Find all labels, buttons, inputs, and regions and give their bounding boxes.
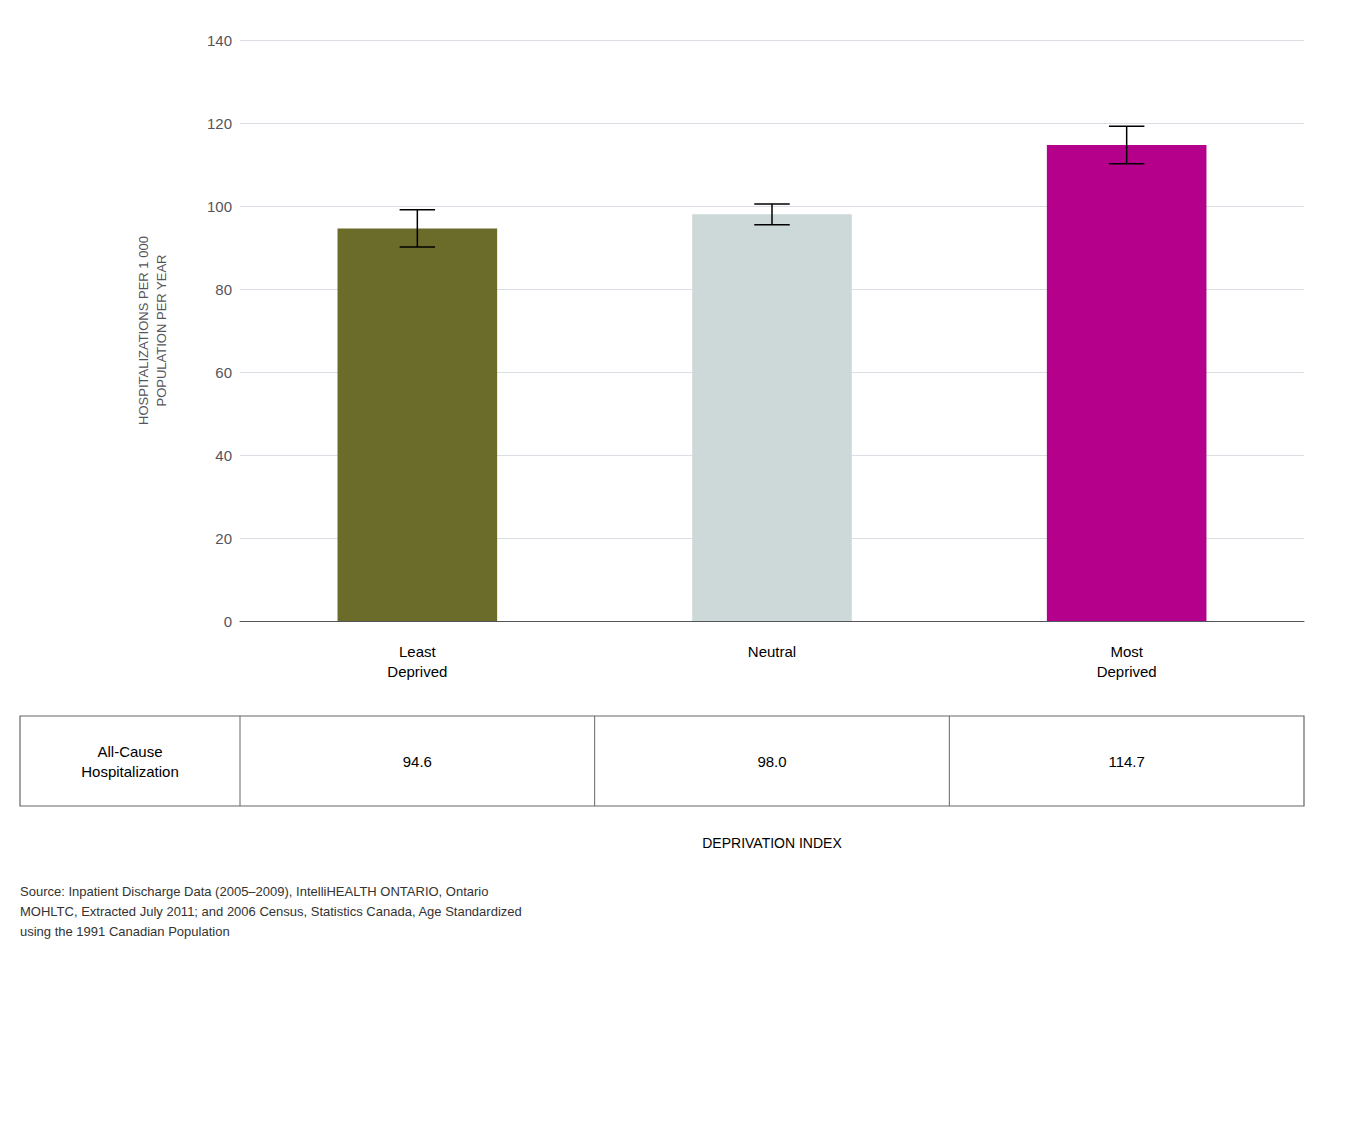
svg-text:using the 1991 Canadian Popula: using the 1991 Canadian Population bbox=[20, 924, 230, 939]
svg-text:98.0: 98.0 bbox=[757, 753, 786, 770]
svg-text:114.7: 114.7 bbox=[1108, 753, 1144, 770]
svg-text:DEPRIVATION INDEX: DEPRIVATION INDEX bbox=[702, 835, 842, 851]
svg-text:140: 140 bbox=[207, 32, 232, 49]
svg-text:100: 100 bbox=[207, 198, 232, 215]
svg-text:Hospitalization: Hospitalization bbox=[81, 763, 179, 780]
svg-text:Deprived: Deprived bbox=[387, 663, 447, 680]
svg-text:94.6: 94.6 bbox=[403, 753, 432, 770]
svg-text:Least: Least bbox=[399, 643, 437, 660]
svg-text:All-Cause: All-Cause bbox=[97, 743, 162, 760]
svg-text:HOSPITALIZATIONS PER 1 000: HOSPITALIZATIONS PER 1 000 bbox=[136, 236, 151, 425]
svg-text:Deprived: Deprived bbox=[1097, 663, 1157, 680]
svg-text:Most: Most bbox=[1110, 643, 1143, 660]
svg-text:60: 60 bbox=[215, 364, 232, 381]
svg-text:Neutral: Neutral bbox=[748, 643, 796, 660]
svg-text:MOHLTC, Extracted July 2011; a: MOHLTC, Extracted July 2011; and 2006 Ce… bbox=[20, 904, 522, 919]
svg-text:20: 20 bbox=[215, 530, 232, 547]
svg-text:80: 80 bbox=[215, 281, 232, 298]
svg-text:40: 40 bbox=[215, 447, 232, 464]
svg-text:120: 120 bbox=[207, 115, 232, 132]
svg-text:0: 0 bbox=[224, 613, 232, 630]
svg-text:Source: Inpatient Discharge Da: Source: Inpatient Discharge Data (2005–2… bbox=[20, 884, 488, 899]
svg-text:POPULATION PER YEAR: POPULATION PER YEAR bbox=[154, 255, 169, 407]
